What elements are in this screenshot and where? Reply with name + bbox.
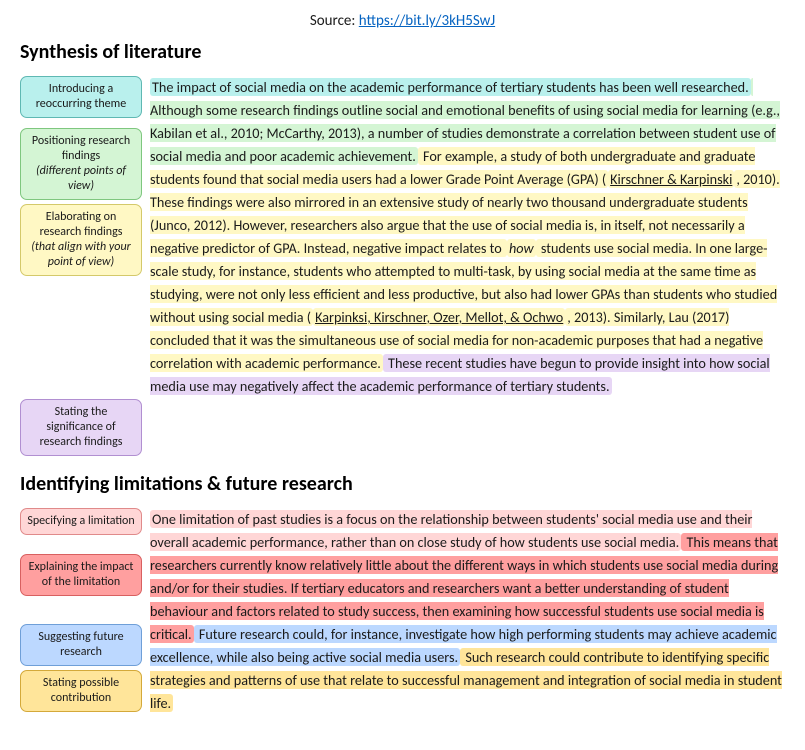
source-prefix: Source: — [310, 12, 359, 30]
label-column-1: Introducing a reoccurring theme Positioni… — [20, 76, 150, 459]
highlight-segment: Karpinksi, Kirschner, Ozer, Mellot, & Oc… — [313, 308, 565, 326]
annotation-label: Elaborating on research findings(that al… — [20, 204, 142, 276]
source-link[interactable]: https://bit.ly/3kH5SwJ — [359, 12, 495, 30]
heading-synthesis: Synthesis of literature — [20, 37, 785, 68]
section-synthesis: Introducing a reoccurring theme Positioni… — [20, 76, 785, 459]
annotation-label: Positioning research findings(different … — [20, 128, 142, 200]
paragraph-limitations: One limitation of past studies is a focu… — [150, 508, 785, 715]
label-column-2: Specifying a limitation Explaining the im… — [20, 508, 150, 730]
annotation-label: Specifying a limitation — [20, 508, 142, 535]
annotation-label: Explaining the impact of the limitation — [20, 554, 142, 596]
section-limitations: Specifying a limitation Explaining the im… — [20, 508, 785, 730]
highlight-segment: The impact of social media on the academ… — [150, 78, 751, 96]
annotation-label: Stating the significance of research fin… — [20, 399, 142, 456]
annotation-label: Introducing a reoccurring theme — [20, 76, 142, 118]
annotation-label: Suggesting future research — [20, 624, 142, 666]
paragraph-synthesis: The impact of social media on the academ… — [150, 76, 785, 398]
annotation-label: Stating possible contribution — [20, 670, 142, 712]
source-line: Source: https://bit.ly/3kH5SwJ — [20, 10, 785, 33]
highlight-segment: One limitation of past studies is a focu… — [150, 510, 752, 551]
heading-limitations: Identifying limitations & future researc… — [20, 469, 785, 500]
highlight-segment: how — [507, 239, 536, 257]
highlight-segment: Kirschner & Karpinski — [608, 170, 734, 188]
